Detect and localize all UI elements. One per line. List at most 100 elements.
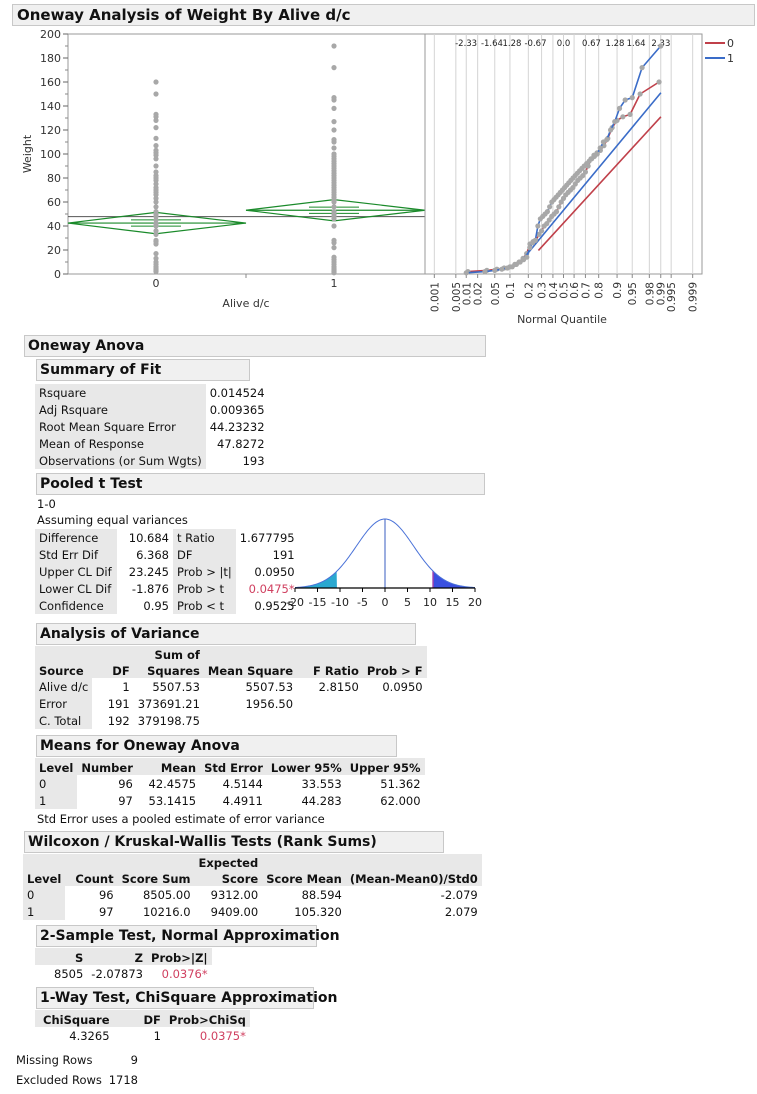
stat-value: 0.95 <box>143 598 169 613</box>
table-row: 0 96 8505.00 9312.00 88.594 -2.079 <box>23 886 482 903</box>
quantile-bottom-tick: 0.2 <box>523 282 535 299</box>
two-sample-table: S Z Prob>|Z| 8505 -2.07873 0.0376* <box>35 948 212 982</box>
pooled-t-header[interactable]: Pooled t Test <box>36 473 485 495</box>
legend-item-0[interactable]: 0 <box>705 37 734 50</box>
number-cell: 96 <box>118 776 133 791</box>
oneway-anova-header[interactable]: Oneway Anova <box>24 335 486 357</box>
stat-label: Difference <box>35 529 117 546</box>
count-cell: 96 <box>98 887 114 902</box>
col-upper95: Upper 95% <box>345 758 425 775</box>
y-tick-label: 160 <box>40 76 61 89</box>
stat-label: Lower CL Dif <box>35 580 117 597</box>
df-value: 1 <box>153 1028 161 1043</box>
assumption-label: Assuming equal variances <box>37 513 188 527</box>
quantile-bottom-tick: 0.02 <box>473 282 485 305</box>
table-row: Std Err Dif 6.368 DF 191 <box>35 546 299 563</box>
quantile-axis-label: Normal Quantile <box>517 313 607 326</box>
col-source: Source <box>35 646 93 678</box>
col-z: (Mean-Mean0)/Std0 <box>345 854 482 886</box>
col-level: Level <box>35 758 78 775</box>
data-point <box>153 163 159 169</box>
chisq-header[interactable]: 1-Way Test, ChiSquare Approximation <box>36 987 337 1009</box>
quantile-bottom-tick: 0.3 <box>537 282 549 299</box>
quantile-bottom-tick: 0.8 <box>594 282 606 299</box>
table-row: Confidence 0.95 Prob < t 0.9525 <box>35 597 299 614</box>
table-row: 1 97 10216.0 9409.00 105.320 2.079 <box>23 903 482 920</box>
col-mean: Mean <box>136 758 201 775</box>
source-cell: C. Total <box>35 712 93 729</box>
table-row: 0 96 42.4575 4.5144 33.553 51.362 <box>35 775 425 792</box>
stat-label: DF <box>173 546 236 563</box>
col-lower95: Lower 95% <box>266 758 346 775</box>
stat-value: 47.8272 <box>217 436 265 451</box>
table-row: Error 191 373691.21 1956.50 <box>35 695 427 712</box>
col-ss-top: Sum of <box>133 646 204 662</box>
means-table: Level Number Mean Std Error Lower 95% Upper 9… <box>35 758 425 809</box>
y-tick-label: 200 <box>40 28 61 41</box>
col-prob-chisq: Prob>ChiSq <box>164 1010 250 1027</box>
legend-label: 1 <box>727 52 734 65</box>
means-title: Means for Oneway Anova <box>40 738 240 754</box>
stat-value: 6.368 <box>136 547 169 562</box>
data-point <box>331 209 337 215</box>
lower-cell: 44.283 <box>301 793 342 808</box>
normal-fit-line-1 <box>518 92 662 264</box>
col-expected-top: Expected <box>194 854 263 870</box>
data-point <box>153 117 159 123</box>
data-point <box>153 221 159 227</box>
missing-rows-value: 9 <box>130 1053 138 1067</box>
anova-header[interactable]: Analysis of Variance <box>36 623 416 645</box>
level-cell: 0 <box>23 886 66 903</box>
y-tick-label: 120 <box>40 124 61 137</box>
table-row: C. Total 192 379198.75 <box>35 712 427 729</box>
plot-frame <box>67 33 426 275</box>
p-value: 0.0375* <box>199 1028 246 1043</box>
report-title: Oneway Analysis of Weight By Alive d/c <box>17 6 351 24</box>
stat-value: 44.23232 <box>209 419 265 434</box>
chisq-title: 1-Way Test, ChiSquare Approximation <box>40 990 338 1006</box>
se-cell: 4.4911 <box>222 793 263 808</box>
stat-label: Confidence <box>35 597 117 614</box>
wilcoxon-title: Wilcoxon / Kruskal-Wallis Tests (Rank Su… <box>28 834 377 850</box>
col-f: F Ratio <box>297 646 363 678</box>
report-title-bar[interactable]: Oneway Analysis of Weight By Alive d/c <box>12 4 755 26</box>
data-point <box>153 217 159 223</box>
quantile-bottom-tick: 0.99 <box>656 282 668 305</box>
stat-label: Prob > t <box>173 580 236 597</box>
col-std-error: Std Error <box>200 758 267 775</box>
means-note: Std Error uses a pooled estimate of erro… <box>37 812 325 826</box>
legend-item-1[interactable]: 1 <box>705 52 734 65</box>
col-df: DF <box>113 1010 165 1027</box>
quantile-top-tick: -0.67 <box>524 39 546 49</box>
y-tick-label: 60 <box>47 196 61 209</box>
table-row: Observations (or Sum Wgts) 193 <box>35 452 269 469</box>
score-mean-cell: 105.320 <box>294 904 342 919</box>
data-point <box>153 91 159 97</box>
data-point <box>331 204 337 210</box>
quantile-bottom-tick: 0.005 <box>451 282 463 312</box>
col-chisq: ChiSquare <box>35 1010 114 1027</box>
wilcoxon-header[interactable]: Wilcoxon / Kruskal-Wallis Tests (Rank Su… <box>24 831 444 853</box>
quantile-bottom-tick: 0.9 <box>612 282 624 299</box>
oneway-anova-title: Oneway Anova <box>28 338 145 354</box>
t-axis-tick: -5 <box>357 596 368 609</box>
p-cell <box>363 712 427 729</box>
p-cell: 0.0950 <box>382 679 423 694</box>
quantile-top-tick: 1.64 <box>627 39 646 49</box>
table-row: Lower CL Dif -1.876 Prob > t 0.0475* <box>35 580 299 597</box>
ss-cell: 373691.21 <box>137 696 200 711</box>
data-point <box>331 137 337 143</box>
col-number: Number <box>77 758 137 775</box>
means-header[interactable]: Means for Oneway Anova <box>36 735 397 757</box>
chisq-table: ChiSquare DF Prob>ChiSq 4.3265 1 0.0375* <box>35 1010 250 1044</box>
summary-of-fit-table: Rsquare 0.014524 Adj Rsquare 0.009365 Root M… <box>35 384 269 469</box>
ms-cell <box>204 712 297 729</box>
stat-label: Rsquare <box>35 384 206 401</box>
t-axis-tick: 0 <box>382 596 389 609</box>
t-axis-tick: 10 <box>423 596 437 609</box>
two-sample-header[interactable]: 2-Sample Test, Normal Approximation <box>36 925 340 947</box>
number-cell: 97 <box>118 793 133 808</box>
summary-of-fit-header[interactable]: Summary of Fit <box>36 359 250 381</box>
quantile-top-tick: -2.33 <box>455 39 477 49</box>
